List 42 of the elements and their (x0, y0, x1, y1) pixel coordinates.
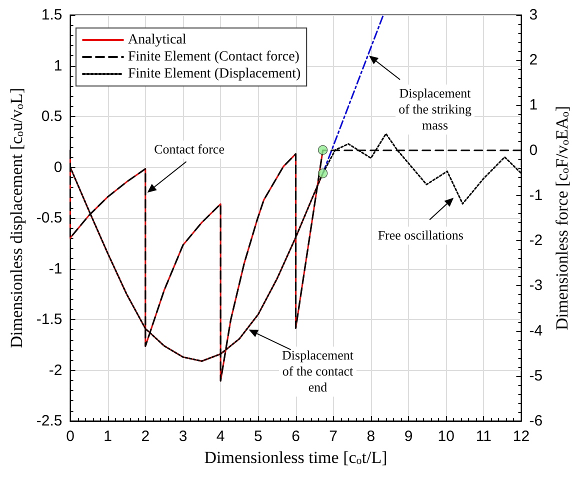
x-tick-label: 12 (512, 428, 530, 445)
annotation: Displacement of the striking mass (398, 86, 472, 133)
legend-label: Analytical (128, 32, 186, 48)
annotation: Displacement of the contact end (282, 348, 354, 395)
legend-label: Finite Element (Contact force) (128, 50, 300, 64)
y2-tick-label: -5 (529, 367, 543, 384)
x-tick-label: 3 (178, 428, 188, 445)
x-axis-title: Dimensionless time [cot/L] (204, 448, 388, 467)
y-tick-label: -1.5 (36, 311, 62, 328)
x-tick-label: 9 (404, 428, 413, 445)
y2-tick-label: 2 (529, 52, 538, 69)
y-tick-label: -0.5 (36, 210, 62, 226)
y2-tick-label: -1 (529, 186, 543, 204)
y2-tick-label: -6 (529, 412, 543, 430)
y2-tick-label: -4 (529, 322, 543, 340)
y-tick-label: -2 (48, 362, 62, 379)
y-tick-label: 1.5 (41, 6, 62, 24)
y-tick-label: 0.5 (41, 108, 62, 125)
annotation: Contact force (154, 142, 225, 157)
x-tick-label: 5 (254, 428, 262, 445)
y2-tick-label: 3 (529, 6, 538, 24)
y2-tick-label: -3 (529, 277, 543, 294)
y-tick-label: 0 (54, 158, 62, 176)
y2-tick-label: -2 (529, 232, 543, 250)
x-tick-label: 6 (292, 428, 300, 445)
x-tick-label: 8 (366, 428, 376, 445)
y-tick-label: -1 (48, 260, 62, 278)
legend-label: Finite Element (Displacement) (128, 66, 301, 82)
y-tick-label: -2.5 (36, 412, 62, 430)
y-tick-label: 1 (54, 57, 62, 74)
x-tick-label: 10 (438, 428, 454, 445)
x-tick-label: 7 (329, 428, 338, 445)
y2-axis-title: Dimensionless force [coF/voEAo] (552, 106, 572, 330)
x-tick-label: 4 (216, 428, 225, 445)
x-tick-label: 0 (66, 428, 74, 445)
x-tick-label: 2 (141, 428, 150, 445)
y2-tick-label: 1 (529, 96, 538, 114)
annotation: Free oscillations (378, 228, 464, 243)
x-tick-label: 1 (104, 428, 112, 445)
y-axis-title: Dimensionless displacement [cou/voL] (7, 88, 26, 348)
y2-tick-label: 0 (529, 142, 538, 159)
x-tick-label: 11 (476, 428, 492, 445)
